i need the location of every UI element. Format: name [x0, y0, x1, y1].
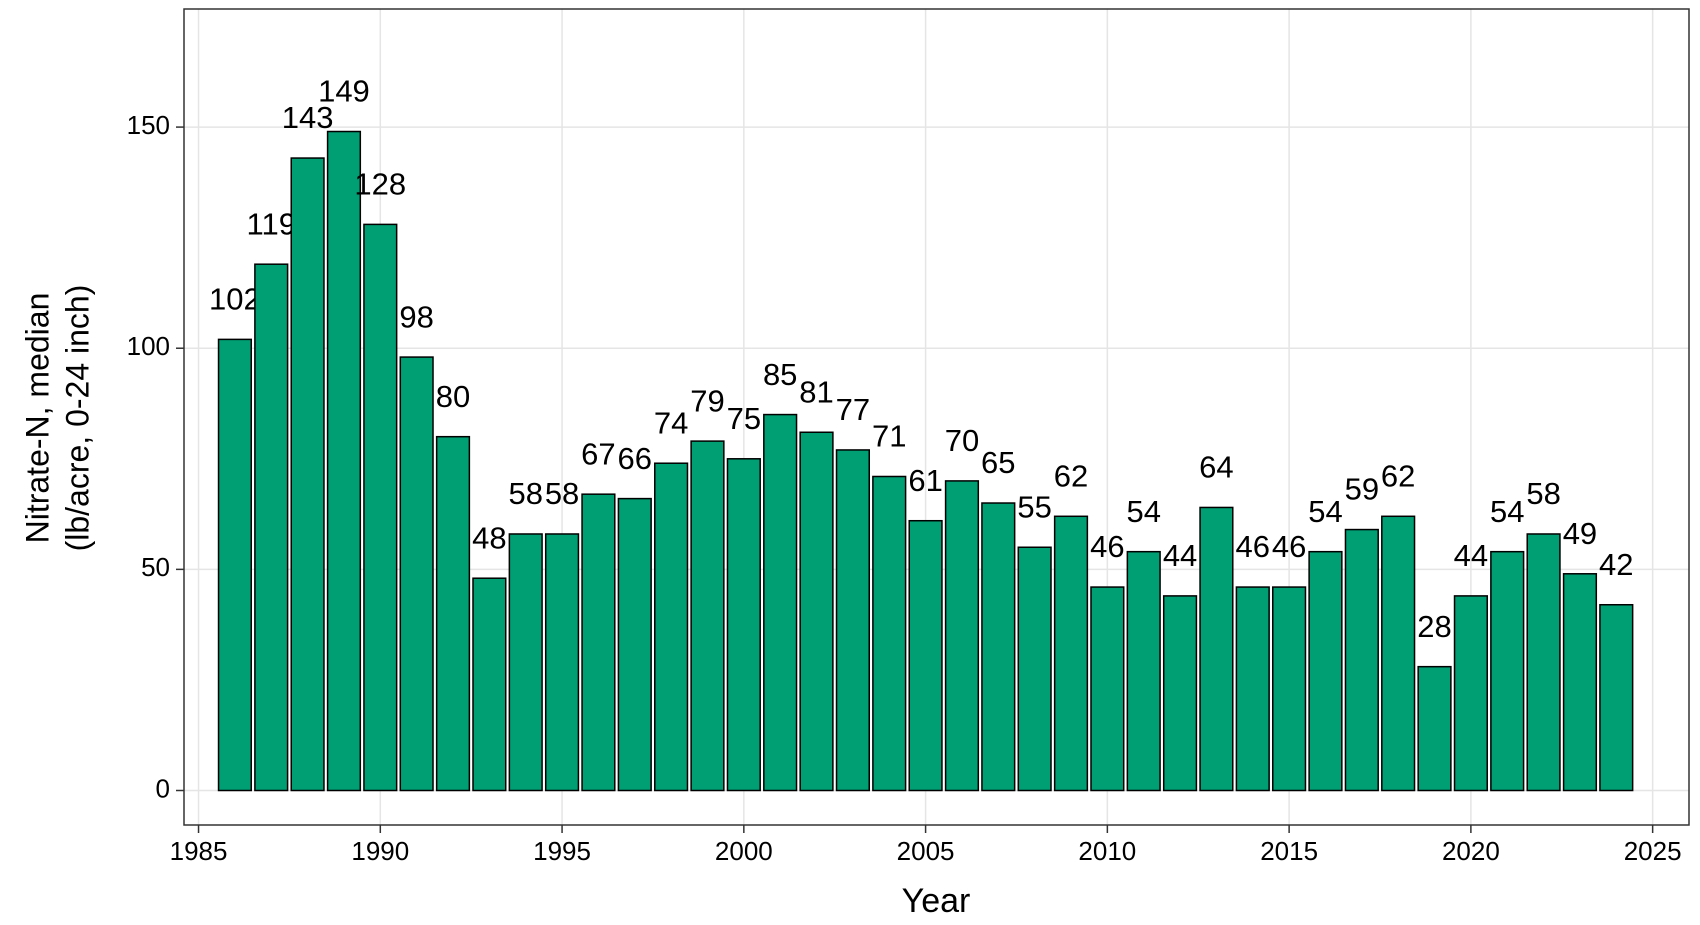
x-tick-label: 1985: [170, 836, 228, 866]
bar: [326, 130, 362, 792]
bar: [472, 577, 507, 792]
bar: [835, 449, 870, 792]
value-label: 46: [1236, 529, 1270, 564]
value-label: 54: [1490, 494, 1524, 529]
bar: [1526, 533, 1561, 792]
bar: [1162, 595, 1198, 792]
bar: [508, 533, 543, 792]
value-label: 44: [1454, 538, 1488, 573]
value-label: 79: [690, 383, 724, 418]
x-tick-label: 2010: [1078, 836, 1136, 866]
bar: [726, 458, 761, 792]
bar: [1199, 506, 1234, 792]
value-label: 28: [1417, 609, 1451, 644]
bar: [690, 440, 725, 792]
bar: [944, 480, 980, 792]
value-label: 62: [1381, 458, 1415, 493]
value-label: 65: [981, 445, 1015, 480]
bar: [1417, 665, 1452, 792]
value-label: 61: [908, 463, 942, 498]
value-label: 102: [209, 282, 261, 317]
value-label: 75: [727, 401, 761, 436]
bar: [981, 502, 1016, 792]
bar: [363, 223, 398, 792]
value-label: 128: [354, 167, 406, 202]
bar: [581, 493, 616, 792]
bar: [1562, 573, 1598, 792]
value-label: 149: [318, 74, 370, 109]
bar: [1308, 550, 1343, 792]
x-tick-label: 2000: [715, 836, 773, 866]
bar: [1272, 586, 1307, 792]
bar: [1453, 595, 1488, 792]
plot-border: [183, 8, 1690, 826]
bar: [435, 435, 471, 792]
value-label: 81: [799, 374, 833, 409]
value-label: 62: [1054, 458, 1088, 493]
bar: [872, 475, 907, 792]
value-label: 42: [1599, 547, 1633, 582]
value-label: 55: [1017, 489, 1051, 524]
y-tick-label: 150: [127, 110, 170, 140]
y-tick-label: 0: [156, 773, 170, 803]
value-label: 49: [1563, 516, 1597, 551]
bar: [1381, 515, 1416, 792]
value-label: 119: [247, 206, 296, 241]
value-label: 54: [1308, 494, 1342, 529]
bar: [1490, 550, 1525, 792]
value-label: 98: [399, 299, 433, 334]
bar: [1599, 603, 1634, 792]
x-tick-label: 1990: [351, 836, 409, 866]
value-label: 66: [618, 441, 652, 476]
value-label: 80: [436, 379, 470, 414]
bar: [654, 462, 689, 792]
x-tick-label: 2020: [1442, 836, 1500, 866]
x-tick-label: 2015: [1260, 836, 1318, 866]
bar: [1344, 528, 1379, 792]
bar: [1017, 546, 1052, 792]
value-label: 143: [282, 100, 334, 135]
bar: [617, 497, 652, 792]
bar: [1053, 515, 1089, 792]
x-tick-label: 2005: [897, 836, 955, 866]
bar: [799, 431, 834, 792]
bar: [290, 157, 325, 792]
bar: [544, 533, 580, 792]
y-axis-title: (lb/acre, 0-24 inch): [59, 285, 95, 552]
value-label: 85: [763, 357, 797, 392]
value-label: 70: [945, 423, 979, 458]
x-axis-title: Year: [902, 882, 971, 920]
value-label: 67: [581, 436, 615, 471]
y-tick-label: 100: [127, 331, 170, 361]
value-label: 77: [836, 392, 870, 427]
y-axis-title: Nitrate-N, median: [19, 293, 55, 544]
value-label: 58: [508, 476, 542, 511]
value-label: 58: [545, 476, 579, 511]
value-label: 71: [872, 419, 906, 454]
value-label: 44: [1163, 538, 1197, 573]
bar: [763, 413, 798, 792]
bar: [399, 356, 434, 792]
x-tick-label: 1995: [533, 836, 591, 866]
bar: [1235, 586, 1270, 792]
bar: [1126, 550, 1161, 792]
value-label: 58: [1526, 476, 1560, 511]
bar: [217, 338, 253, 792]
bar: [254, 263, 289, 792]
value-label: 74: [654, 405, 688, 440]
y-tick-label: 50: [141, 552, 170, 582]
value-label: 46: [1090, 529, 1124, 564]
value-label: 48: [472, 520, 506, 555]
value-label: 54: [1126, 494, 1160, 529]
bar: [908, 519, 943, 792]
value-label: 59: [1345, 472, 1379, 507]
bar: [1090, 586, 1125, 792]
value-label: 64: [1199, 450, 1233, 485]
value-label: 46: [1272, 529, 1306, 564]
x-tick-label: 2025: [1624, 836, 1682, 866]
